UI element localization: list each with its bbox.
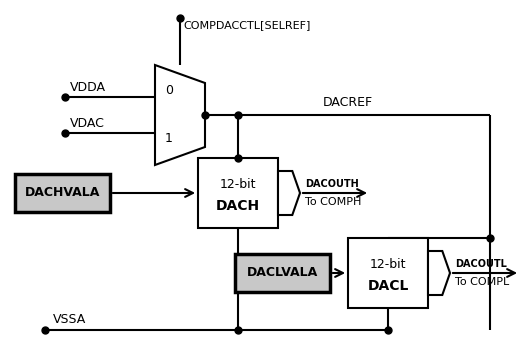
Text: 12-bit: 12-bit xyxy=(370,258,406,271)
Text: DACL: DACL xyxy=(367,279,408,292)
Bar xyxy=(198,158,278,228)
Text: 12-bit: 12-bit xyxy=(220,178,256,191)
Bar xyxy=(15,174,110,212)
Text: DACOUTL: DACOUTL xyxy=(455,259,507,269)
Polygon shape xyxy=(428,251,450,295)
Polygon shape xyxy=(155,65,205,165)
Text: DACH: DACH xyxy=(216,199,260,213)
Text: DACREF: DACREF xyxy=(323,96,373,109)
Text: To COMPL: To COMPL xyxy=(455,277,509,287)
Text: 1: 1 xyxy=(165,132,173,145)
Text: VSSA: VSSA xyxy=(53,313,86,326)
Polygon shape xyxy=(278,171,300,215)
Text: VDDA: VDDA xyxy=(70,81,106,94)
Text: 0: 0 xyxy=(165,84,173,97)
Text: DACOUTH: DACOUTH xyxy=(305,179,359,189)
Text: DACHVALA: DACHVALA xyxy=(25,187,100,199)
Bar xyxy=(348,238,428,308)
Text: VDAC: VDAC xyxy=(70,117,105,130)
Text: To COMPH: To COMPH xyxy=(305,197,362,207)
Text: DACLVALA: DACLVALA xyxy=(247,266,318,280)
Bar xyxy=(235,254,330,292)
Text: COMPDACCTL[SELREF]: COMPDACCTL[SELREF] xyxy=(183,20,310,30)
